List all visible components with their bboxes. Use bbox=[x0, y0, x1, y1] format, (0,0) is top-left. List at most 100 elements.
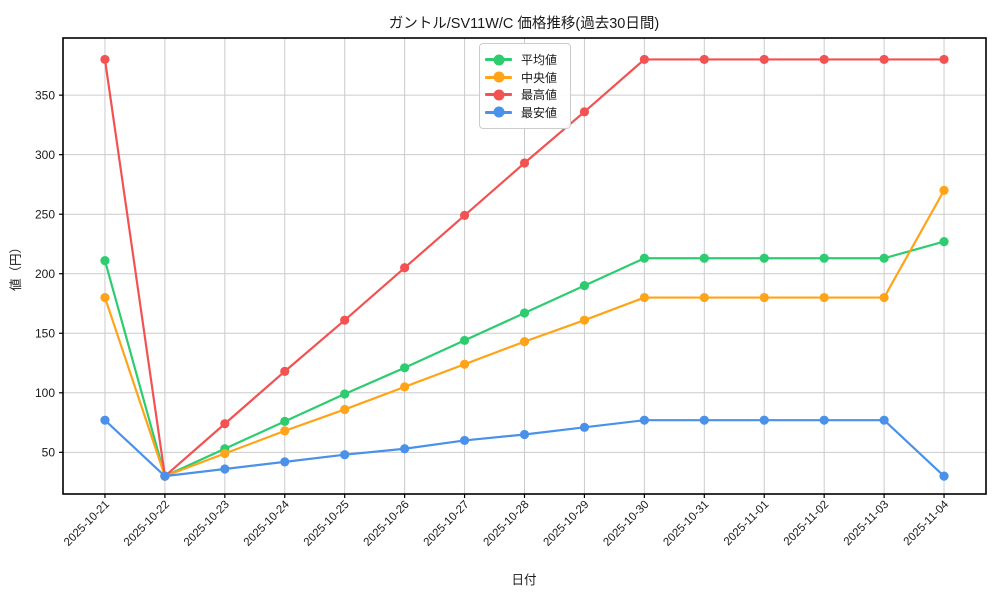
series-lowest-marker bbox=[639, 415, 649, 425]
y-tick-label: 350 bbox=[35, 88, 55, 102]
series-highest-marker bbox=[100, 54, 110, 65]
axis-ticks bbox=[59, 94, 945, 498]
series-lowest-marker bbox=[759, 415, 769, 425]
y-axis-label: 値（円） bbox=[8, 241, 23, 291]
series-lowest-marker bbox=[819, 415, 829, 425]
series-highest-marker bbox=[759, 54, 769, 65]
x-tick-label: 2025-10-25 bbox=[302, 499, 352, 549]
series-average-marker bbox=[699, 253, 709, 263]
series-highest-marker bbox=[939, 54, 949, 65]
y-tick-label: 150 bbox=[35, 326, 55, 340]
x-tick-label: 2025-11-01 bbox=[722, 499, 771, 548]
series-layer bbox=[100, 54, 949, 481]
series-highest-marker bbox=[280, 366, 290, 376]
x-axis-label: 日付 bbox=[511, 573, 536, 587]
legend-dot-average bbox=[493, 54, 504, 66]
series-highest-marker bbox=[220, 419, 230, 429]
x-tick-label: 2025-11-02 bbox=[782, 499, 831, 548]
series-lowest-marker bbox=[519, 429, 530, 440]
series-average-marker bbox=[400, 363, 410, 373]
chart-title: ガントル/SV11W/C 価格推移(過去30日間) bbox=[389, 15, 659, 32]
series-median-marker bbox=[340, 404, 350, 415]
series-highest-marker bbox=[459, 210, 470, 220]
legend-label-highest: 最高値 bbox=[521, 88, 558, 103]
x-tick-label: 2025-10-27 bbox=[422, 499, 472, 549]
series-average-marker bbox=[519, 308, 530, 318]
series-median-marker bbox=[519, 337, 530, 347]
legend-item-highest: 最高値 bbox=[485, 86, 560, 104]
legend-marker-average-icon bbox=[485, 54, 512, 66]
series-highest-marker bbox=[699, 54, 709, 65]
series-highest-marker bbox=[519, 158, 530, 168]
series-lowest-marker bbox=[160, 471, 170, 481]
y-tick-label: 300 bbox=[35, 148, 55, 162]
series-median-marker bbox=[939, 185, 949, 195]
series-median-marker bbox=[100, 292, 110, 303]
legend-marker-highest-icon bbox=[485, 89, 512, 101]
x-tick-label: 2025-10-26 bbox=[362, 499, 412, 549]
series-average-marker bbox=[100, 256, 110, 266]
series-highest-marker bbox=[819, 54, 829, 65]
series-highest-marker bbox=[400, 263, 410, 273]
series-lowest-marker bbox=[579, 422, 590, 432]
legend-marker-lowest-icon bbox=[485, 106, 512, 118]
series-lowest-marker bbox=[939, 471, 949, 481]
legend: 平均値中央値最高値最安値 bbox=[479, 43, 571, 129]
series-average-marker bbox=[759, 253, 769, 263]
y-tick-label: 100 bbox=[35, 386, 55, 400]
series-lowest-marker bbox=[220, 464, 230, 474]
legend-marker-median-icon bbox=[485, 71, 512, 83]
x-tick-label: 2025-10-24 bbox=[242, 498, 293, 549]
series-median-marker bbox=[400, 382, 410, 392]
series-lowest-marker bbox=[100, 415, 110, 425]
series-average-marker bbox=[879, 253, 889, 263]
legend-label-average: 平均値 bbox=[521, 53, 558, 68]
series-average-marker bbox=[459, 335, 470, 346]
series-highest-marker bbox=[879, 54, 889, 65]
legend-item-lowest: 最安値 bbox=[485, 104, 560, 122]
x-tick-label: 2025-10-23 bbox=[182, 499, 232, 549]
series-average-marker bbox=[340, 389, 350, 399]
legend-label-lowest: 最安値 bbox=[521, 105, 558, 120]
series-median-marker bbox=[819, 292, 829, 303]
series-median-marker bbox=[639, 292, 649, 303]
series-lowest-marker bbox=[879, 415, 889, 425]
x-tick-label: 2025-11-04 bbox=[902, 498, 952, 548]
x-tick-label: 2025-10-30 bbox=[601, 499, 651, 549]
series-lowest-marker bbox=[459, 435, 470, 446]
series-average-marker bbox=[579, 281, 590, 291]
series-lowest-marker bbox=[400, 444, 410, 454]
x-tick-label: 2025-10-21 bbox=[62, 499, 112, 549]
legend-dot-median bbox=[493, 71, 504, 83]
series-average-marker bbox=[280, 416, 290, 426]
x-tick-label: 2025-10-28 bbox=[482, 499, 532, 549]
series-average-marker bbox=[939, 236, 949, 247]
series-median-marker bbox=[699, 292, 709, 303]
y-tick-label: 250 bbox=[35, 207, 55, 221]
x-tick-label: 2025-10-29 bbox=[541, 499, 591, 549]
series-average-marker bbox=[819, 253, 829, 263]
series-lowest-marker bbox=[280, 457, 290, 467]
legend-dot-highest bbox=[493, 89, 504, 101]
series-highest-marker bbox=[579, 107, 590, 117]
series-median-marker bbox=[280, 426, 290, 436]
series-median-marker bbox=[459, 359, 470, 369]
series-lowest-marker bbox=[699, 415, 709, 425]
series-average-marker bbox=[639, 253, 649, 263]
legend-item-average: 平均値 bbox=[485, 51, 560, 69]
legend-label-median: 中央値 bbox=[521, 70, 558, 85]
y-tick-label: 200 bbox=[35, 267, 55, 281]
series-highest-marker bbox=[340, 315, 350, 325]
series-median-marker bbox=[579, 315, 590, 325]
series-median-marker bbox=[759, 292, 769, 303]
tick-labels: 50 100 150 200 250 300 350 2025-10-21 2025-10-22… bbox=[35, 88, 952, 548]
series-median-marker bbox=[220, 448, 230, 459]
x-tick-label: 2025-10-22 bbox=[122, 499, 172, 549]
x-tick-label: 2025-10-31 bbox=[661, 499, 711, 549]
series-median-marker bbox=[879, 292, 889, 303]
legend-item-median: 中央値 bbox=[485, 69, 560, 87]
legend-dot-lowest bbox=[493, 106, 504, 118]
x-tick-label: 2025-11-03 bbox=[842, 499, 891, 548]
